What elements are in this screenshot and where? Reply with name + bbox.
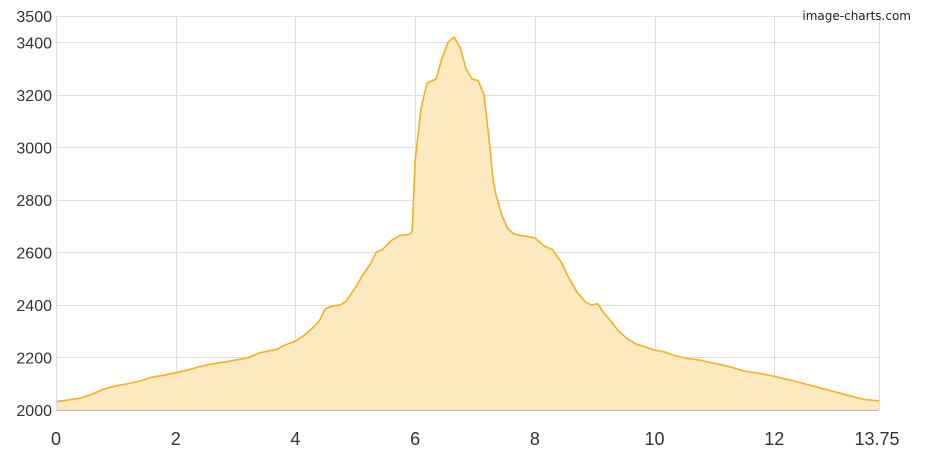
x-tick-label: 4 [290, 429, 300, 449]
y-tick-label: 2600 [16, 245, 52, 262]
y-tick-label: 3200 [16, 88, 52, 105]
y-tick-label: 2400 [16, 298, 52, 315]
axes: 2000 2200 2400 2600 2800 3000 3200 3400 3500 0 2 4 6… [16, 9, 899, 449]
y-tick-label: 3000 [16, 140, 52, 157]
y-tick-label: 2000 [16, 403, 52, 420]
area-fill [56, 37, 879, 410]
series-area [55, 36, 880, 410]
y-tick-label: 3500 [16, 9, 52, 26]
x-tick-label: 12 [764, 429, 784, 449]
y-tick-label: 3400 [16, 35, 52, 52]
y-tick-label: 2800 [16, 193, 52, 210]
y-tick-label: 2200 [16, 350, 52, 367]
x-tick-label: 0 [51, 429, 61, 449]
watermark: image-charts.com [802, 9, 911, 23]
x-tick-label: 8 [530, 429, 540, 449]
x-tick-label: 2 [171, 429, 181, 449]
x-tick-label: 10 [645, 429, 665, 449]
x-tick-label: 6 [410, 429, 420, 449]
x-tick-label: 13.75 [854, 429, 899, 449]
series-line [55, 36, 880, 403]
